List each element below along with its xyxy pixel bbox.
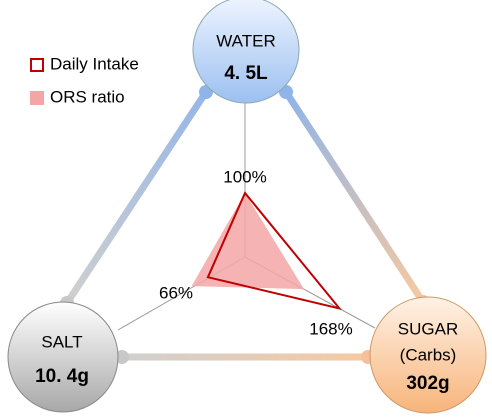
legend-label: Daily Intake	[50, 54, 139, 73]
value-label: 168%	[309, 319, 352, 338]
labels: 100% 168% 66% WATER 4. 5L SUGAR (Carbs) 302g SAL…	[30, 31, 458, 394]
legend-label: ORS ratio	[50, 87, 125, 106]
node-amount: 302g	[406, 373, 449, 394]
node-label: SALT	[41, 332, 82, 351]
legend-swatch	[30, 91, 44, 105]
ors-ratio-polygon	[191, 193, 305, 290]
value-label: 100%	[223, 167, 266, 186]
node-amount: 10. 4g	[35, 366, 89, 387]
value-label: 66%	[159, 283, 193, 302]
plot	[191, 191, 343, 311]
node-note: (Carbs)	[400, 345, 457, 364]
node-label: SUGAR	[398, 319, 458, 338]
sugar-node	[369, 296, 487, 414]
node-label: WATER	[216, 31, 276, 50]
daily-intake-polygon	[206, 191, 343, 311]
legend-swatch	[30, 58, 44, 72]
salt-node	[7, 301, 119, 413]
node-amount: 4. 5L	[224, 63, 268, 84]
water-node	[192, 0, 300, 104]
